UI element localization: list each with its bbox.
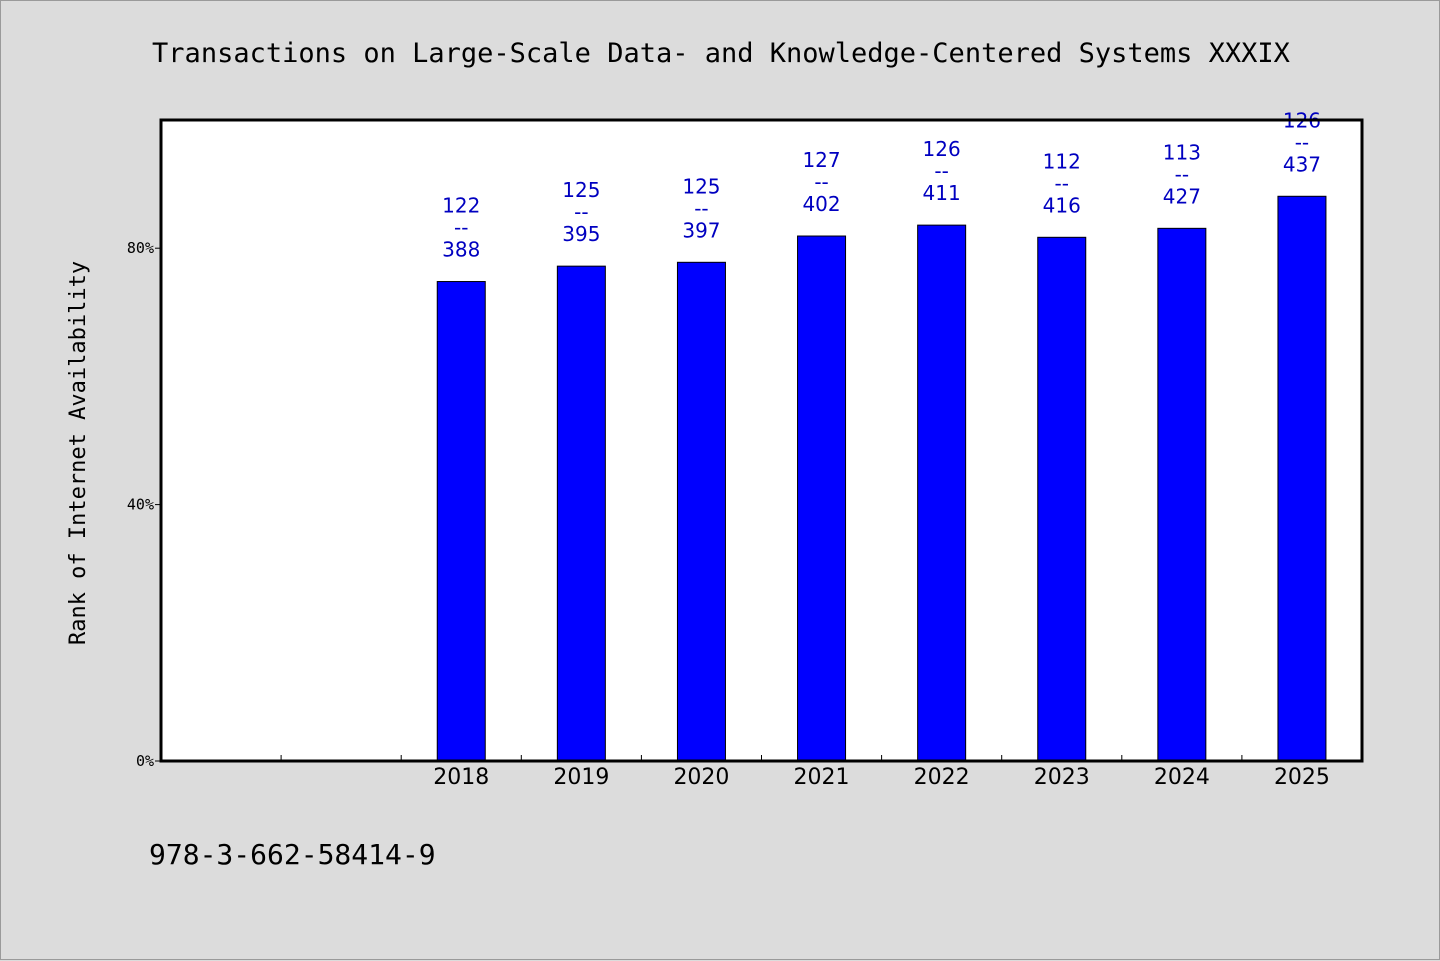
data-label-line: -- [694,196,708,220]
bar-data-label: 122--388 [442,194,480,262]
data-label-line: 395 [562,222,600,246]
chart-title: Transactions on Large-Scale Data- and Kn… [152,38,1290,69]
data-label-line: 411 [923,181,961,205]
bar [1277,195,1327,762]
bar-data-label: 112--416 [1043,149,1081,217]
data-label-line: -- [1295,130,1309,154]
y-axis: 0% 40% 80% [127,239,161,770]
y-tick-label: 80% [127,239,154,257]
x-tick-label: 2020 [673,765,729,790]
x-tick-label: 2019 [553,765,609,790]
isbn-footer: 978-3-662-58414-9 [149,838,436,871]
bar [1157,227,1207,762]
y-axis-label: Rank of Internet Availability [66,261,91,645]
x-axis: 2018 2019 2020 2021 2022 2023 2024 2025 [280,755,1330,790]
data-label-line: -- [814,170,828,194]
data-label-line: -- [454,216,468,240]
data-label-line: 416 [1043,193,1081,217]
data-label-line: 127 [802,148,840,172]
bar-data-label: 127--402 [802,148,840,216]
data-label-line: 388 [442,238,480,262]
x-tick-label: 2018 [433,765,489,790]
x-tick-label: 2023 [1034,765,1090,790]
data-label-line: 427 [1163,184,1201,208]
bar-data-label: 113--427 [1163,140,1201,208]
data-label-line: 397 [682,218,720,242]
data-label-line: 402 [802,192,840,216]
bar [917,224,967,762]
bar [1037,236,1087,762]
bar-data-label: 126--437 [1283,108,1321,176]
x-tick-label: 2024 [1154,765,1210,790]
data-label-line: 126 [923,137,961,161]
data-label-line: 113 [1163,140,1201,164]
data-label-line: 122 [442,194,480,218]
bars-layer [436,195,1327,762]
data-labels-layer: 122--388125--395125--397127--402126--411… [442,108,1321,261]
data-label-line: -- [574,200,588,224]
bar-data-label: 125--395 [562,178,600,246]
bar-data-label: 126--411 [923,137,961,205]
y-tick-label: 40% [127,496,154,514]
y-tick-label: 0% [136,752,154,770]
data-label-line: 437 [1283,152,1321,176]
data-label-line: -- [1175,162,1189,186]
data-label-line: -- [934,159,948,183]
bar [797,235,847,762]
bar-data-label: 125--397 [682,174,720,242]
data-label-line: -- [1055,171,1069,195]
bar [676,261,726,762]
x-tick-label: 2022 [914,765,970,790]
bar [436,281,486,762]
x-tick-label: 2021 [794,765,850,790]
data-label-line: 125 [562,178,600,202]
data-label-line: 112 [1043,149,1081,173]
x-tick-label: 2025 [1274,765,1330,790]
data-label-line: 125 [682,174,720,198]
bar [556,265,606,762]
